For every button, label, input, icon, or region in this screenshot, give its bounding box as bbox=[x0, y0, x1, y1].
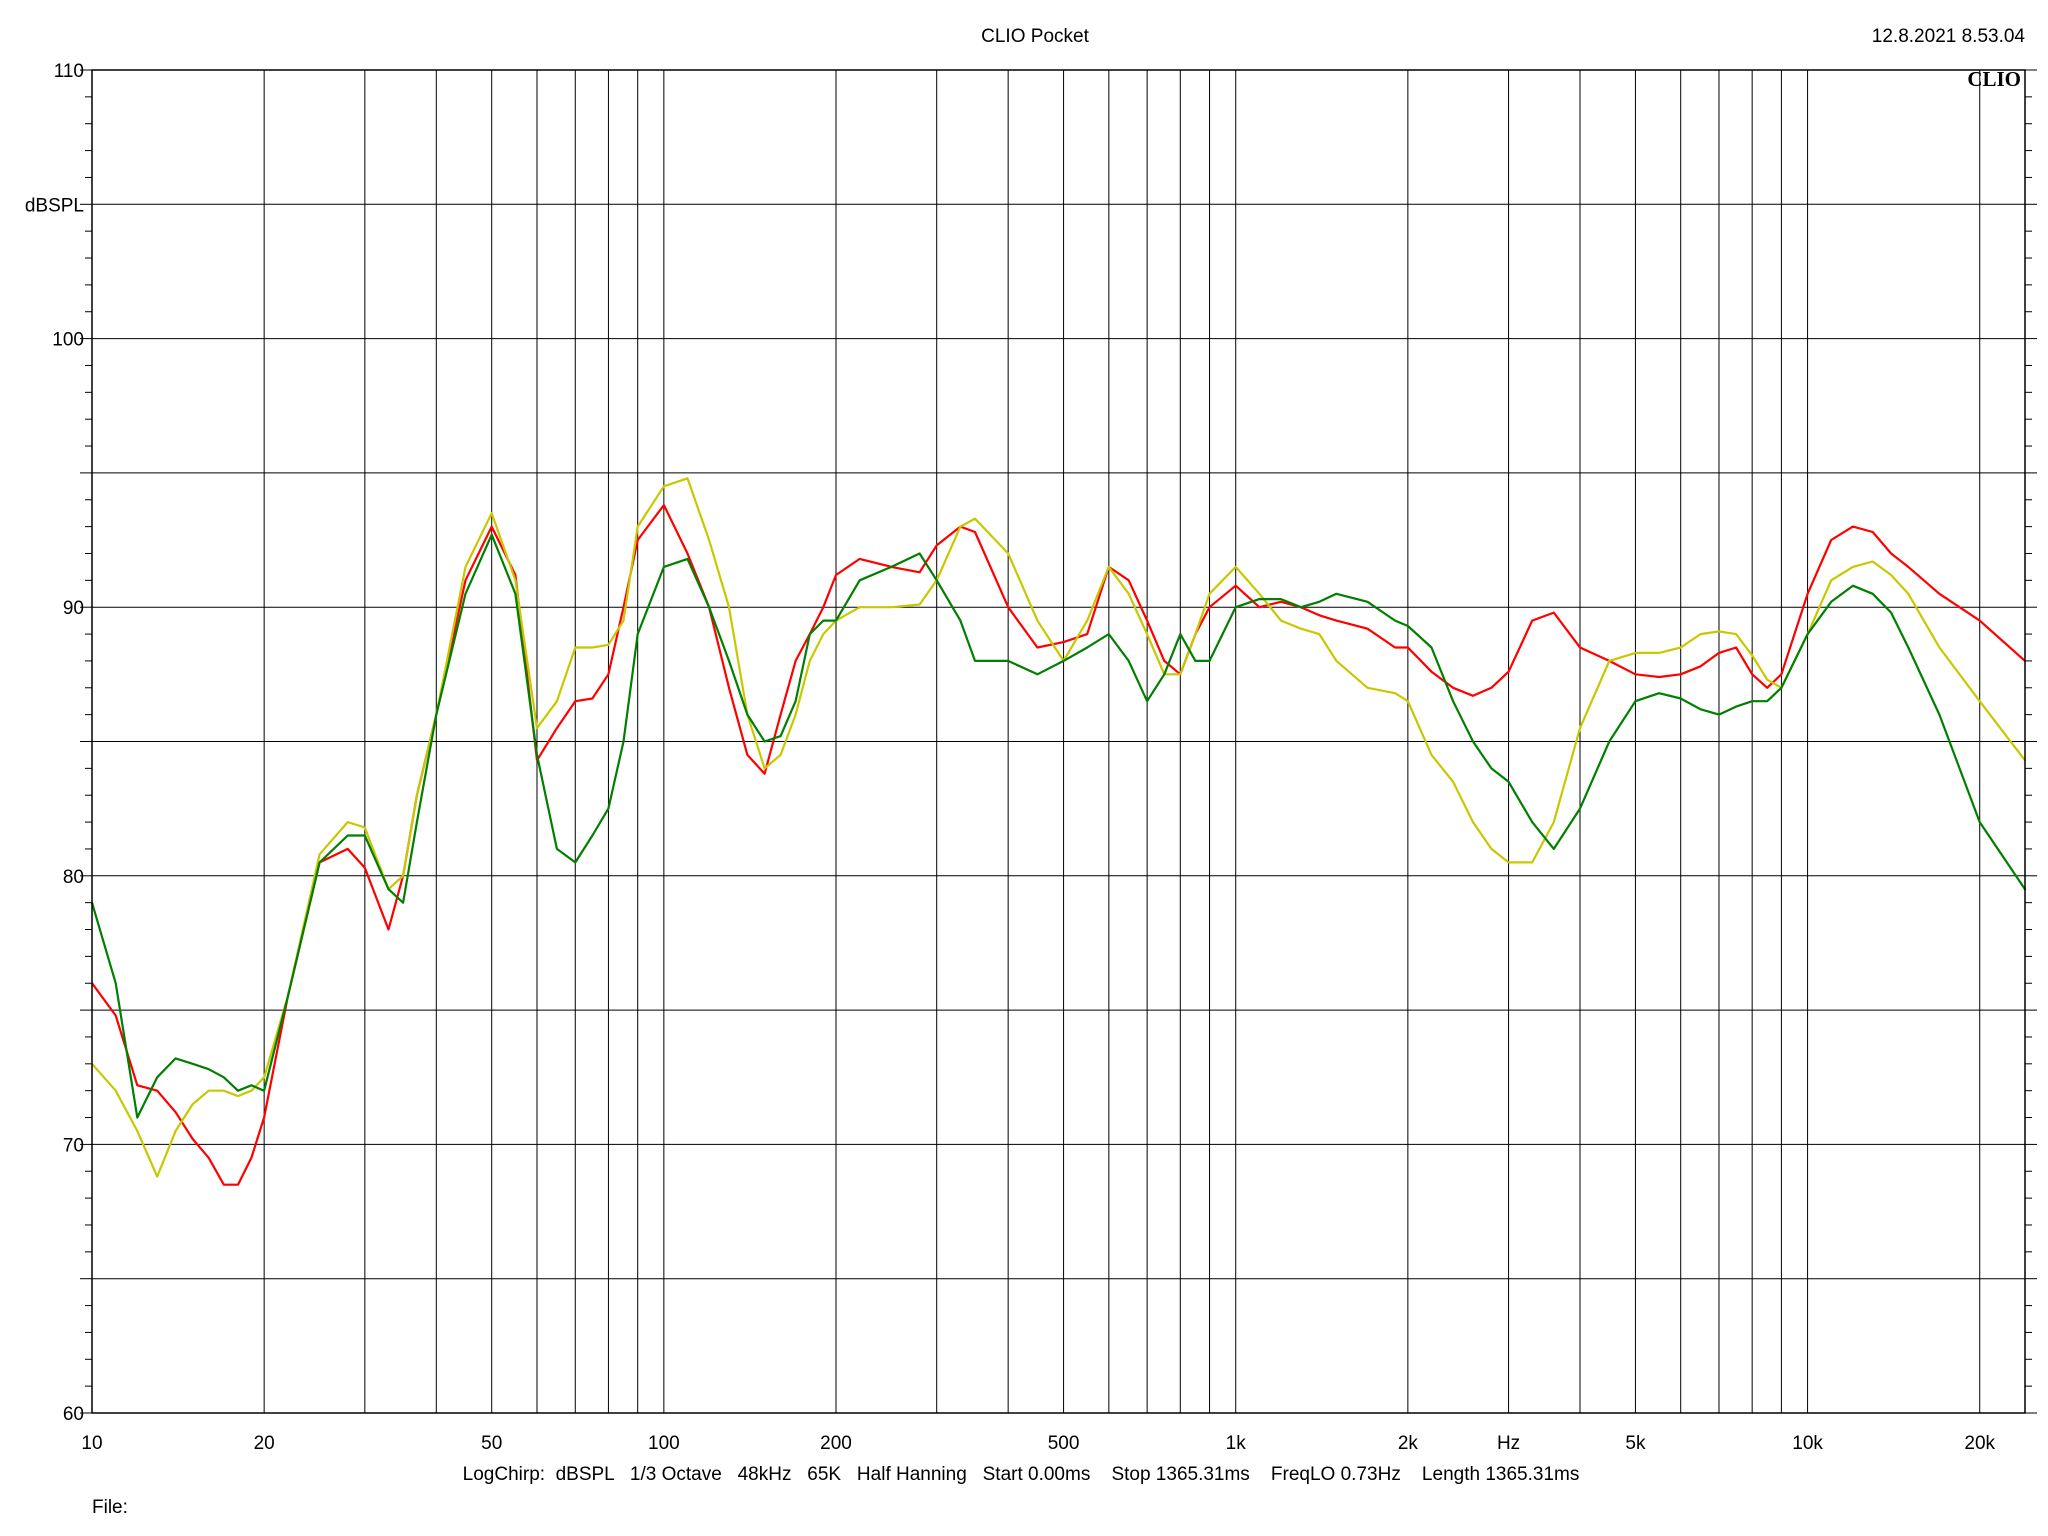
grid bbox=[91, 69, 2025, 1414]
x-tick-label: 20 bbox=[254, 1433, 275, 1454]
x-tick-label: 10 bbox=[81, 1433, 102, 1454]
response-curve-3 bbox=[90, 533, 2027, 1119]
response-curve-2 bbox=[90, 477, 2027, 1178]
x-tick-label: 200 bbox=[820, 1433, 852, 1454]
x-tick-label: 20k bbox=[1964, 1433, 1995, 1454]
x-tick-label: 5k bbox=[1625, 1433, 1646, 1454]
y-tick-label: 80 bbox=[63, 867, 84, 888]
axis-ticks bbox=[80, 69, 2037, 1414]
y-tick-label: 100 bbox=[52, 330, 84, 351]
x-tick-label: 1k bbox=[1226, 1433, 1247, 1454]
x-tick-label: 500 bbox=[1048, 1433, 1080, 1454]
y-tick-label: 70 bbox=[63, 1135, 84, 1156]
response-curve-1 bbox=[90, 504, 2027, 1186]
chart-title: CLIO Pocket bbox=[981, 26, 1089, 47]
measurement-settings: LogChirp: dBSPL 1/3 Octave 48kHz 65K Hal… bbox=[463, 1464, 1580, 1485]
y-tick-label: 90 bbox=[63, 598, 84, 619]
x-tick-label: 2k bbox=[1398, 1433, 1419, 1454]
clio-logo: CLIO bbox=[1967, 67, 2021, 91]
x-tick-label: 50 bbox=[481, 1433, 502, 1454]
y-axis-unit-label: dBSPL bbox=[25, 195, 84, 216]
x-tick-label: 100 bbox=[648, 1433, 680, 1454]
x-tick-label: 10k bbox=[1792, 1433, 1823, 1454]
axis-labels: 10 20 50 100 200 500 1k 2k 5k 10k 20k Hz 60 70 80 90 100… bbox=[25, 61, 1996, 1454]
y-tick-label: 110 bbox=[54, 61, 84, 82]
response-curves bbox=[90, 477, 2027, 1186]
plot-frame bbox=[91, 69, 2026, 1414]
file-label: File: bbox=[92, 1497, 128, 1518]
y-tick-label: 60 bbox=[63, 1404, 84, 1425]
timestamp: 12.8.2021 8.53.04 bbox=[1872, 26, 2026, 47]
x-axis-unit-label: Hz bbox=[1497, 1433, 1520, 1454]
